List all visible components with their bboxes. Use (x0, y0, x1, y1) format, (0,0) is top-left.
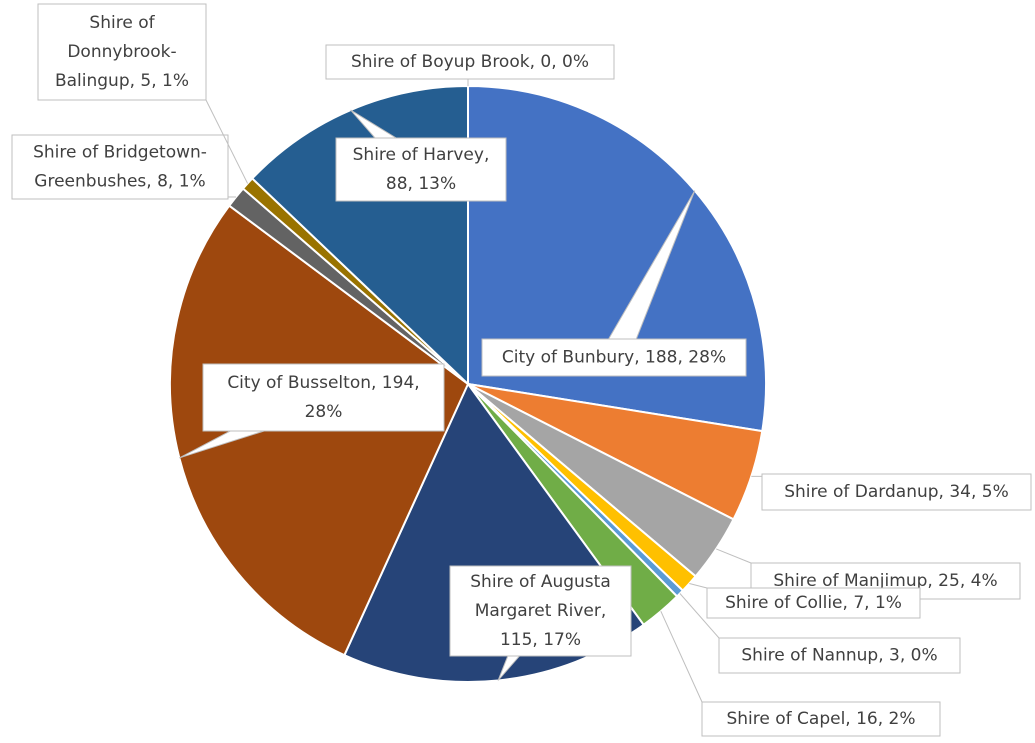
data-label: 88, 13% (386, 174, 456, 194)
label-box (37, 3, 207, 101)
label-box (701, 701, 941, 737)
leader-line (679, 593, 720, 639)
label-box (481, 338, 747, 377)
label-box (335, 137, 507, 202)
label-box (449, 565, 632, 657)
data-label: Balingup, 5, 1% (55, 71, 189, 91)
data-label: City of Busselton, 194, (227, 373, 419, 393)
data-label: Shire of Boyup Brook, 0, 0% (351, 52, 589, 72)
data-label: Shire of Nannup, 3, 0% (741, 646, 937, 666)
data-label: 115, 17% (500, 630, 581, 650)
label-box (761, 473, 1032, 511)
label-box (11, 134, 229, 200)
data-label: Margaret River, (475, 601, 607, 621)
leader-line (660, 610, 703, 703)
label-box (706, 587, 921, 619)
leader-line (689, 583, 708, 589)
leader-line (205, 99, 249, 184)
data-label: Shire of Dardanup, 34, 5% (784, 482, 1009, 502)
data-label: 28% (305, 402, 343, 422)
labels: City of Bunbury, 188, 28% Shire of Dardan… (11, 3, 1032, 737)
data-label: Shire of Manjimup, 25, 4% (773, 571, 997, 591)
data-label: Shire of Harvey, (353, 145, 490, 165)
pie-slice (467, 84, 767, 433)
leader-line (716, 548, 752, 564)
data-label: Greenbushes, 8, 1% (34, 172, 205, 192)
data-label: Shire of Bridgetown- (33, 143, 207, 163)
data-label: Shire of (89, 13, 155, 33)
data-label: Shire of Collie, 7, 1% (725, 593, 902, 613)
data-label: Shire of Augusta (470, 572, 610, 592)
label-box (325, 44, 615, 80)
data-label: Shire of Capel, 16, 2% (726, 709, 915, 729)
data-label: City of Bunbury, 188, 28% (502, 348, 726, 368)
label-box (202, 363, 445, 432)
label-box (718, 637, 961, 674)
data-label: Donnybrook- (67, 42, 176, 62)
